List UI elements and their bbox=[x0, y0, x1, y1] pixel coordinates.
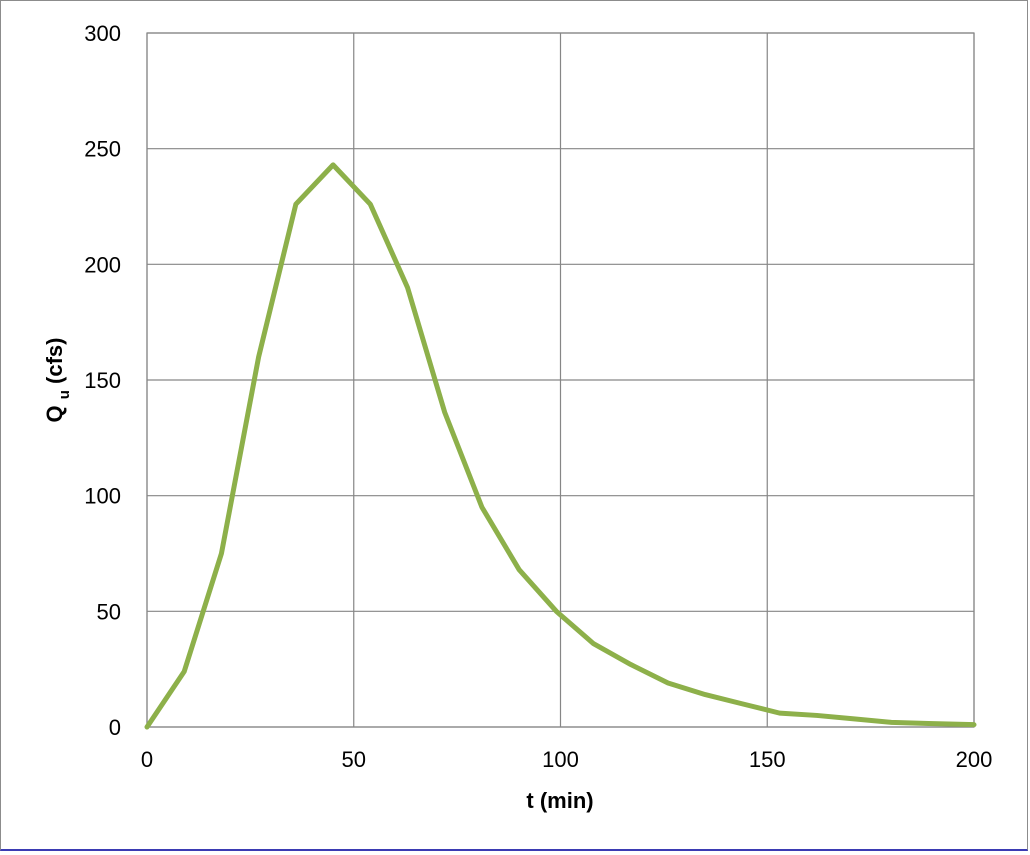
x-tick-label: 50 bbox=[342, 747, 366, 772]
y-tick-label: 300 bbox=[84, 21, 121, 46]
series-layer bbox=[144, 162, 977, 730]
y-tick-label: 100 bbox=[84, 484, 121, 509]
x-axis-title: t (min) bbox=[526, 788, 593, 813]
y-tick-label: 150 bbox=[84, 368, 121, 393]
x-tick-labels: 0 50 100 150 200 bbox=[141, 747, 992, 772]
plot-area bbox=[146, 32, 975, 728]
x-tick-label: 100 bbox=[542, 747, 579, 772]
y-axis-title-main: Q bbox=[42, 405, 67, 422]
y-axis-title-units: (cfs) bbox=[42, 338, 67, 384]
x-tick-label: 200 bbox=[956, 747, 993, 772]
grid bbox=[146, 32, 975, 728]
y-tick-labels: 0 50 100 150 200 250 300 bbox=[84, 21, 121, 740]
series-line bbox=[144, 162, 977, 730]
x-tick-label: 150 bbox=[749, 747, 786, 772]
y-axis-title-subscript: u bbox=[56, 390, 73, 399]
y-tick-label: 0 bbox=[109, 715, 121, 740]
y-tick-label: 200 bbox=[84, 252, 121, 277]
y-tick-label: 250 bbox=[84, 137, 121, 162]
y-tick-label: 50 bbox=[97, 599, 121, 624]
y-axis-title: Q u (cfs) bbox=[42, 338, 74, 423]
x-tick-label: 0 bbox=[141, 747, 153, 772]
